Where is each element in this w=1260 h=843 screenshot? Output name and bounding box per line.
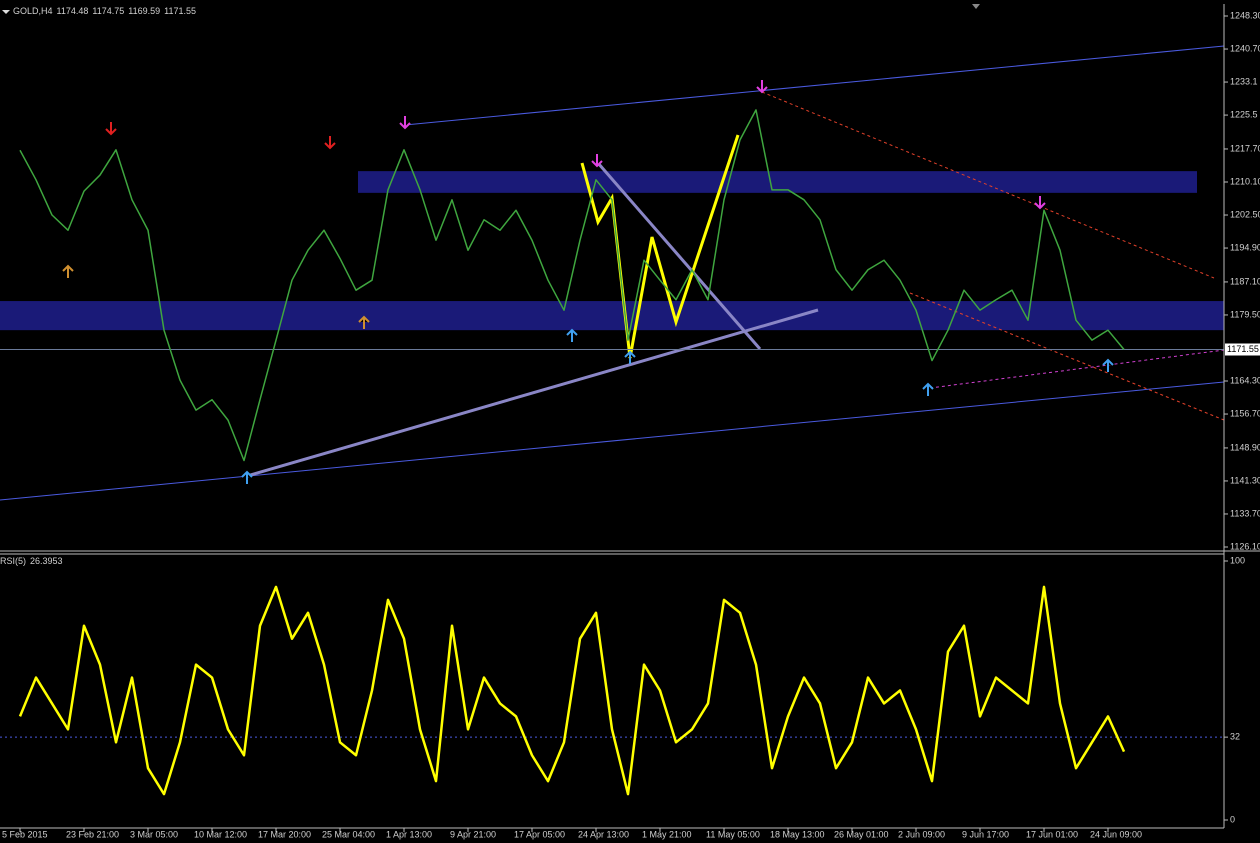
plot [0, 109, 1224, 796]
last-price-box [1225, 343, 1260, 356]
x-tick-label: 3 Mar 05:00 [130, 829, 178, 839]
close: 1171.55 [164, 6, 196, 16]
arrow-down [756, 80, 768, 94]
zone [0, 301, 1224, 331]
open: 1174.48 [57, 6, 89, 16]
indicator-value: 26.3953 [30, 556, 63, 566]
shift-marker [972, 4, 980, 9]
zone [358, 171, 1197, 193]
y-tick-label: 0 [1230, 814, 1235, 824]
y-tick-label: 1187.10 [1230, 276, 1260, 286]
x-tick-label: 17 Apr 05:00 [514, 829, 565, 839]
arrow-up [566, 328, 578, 342]
x-tick-label: 25 Mar 04:00 [322, 829, 375, 839]
indicator-name: RSI(5) [0, 556, 26, 566]
x-tick-label: 24 Jun 09:00 [1090, 829, 1142, 839]
axes: 1248.30 1240.70 1233.1 1225.5 1217.70 1210.10… [2, 10, 1260, 839]
x-tick-label: 9 Apr 21:00 [450, 829, 496, 839]
arrow-up [241, 470, 253, 484]
symbol: GOLD,H4 [13, 6, 53, 16]
y-tick-label: 1164.30 [1230, 375, 1260, 385]
header: GOLD,H4 1174.48 1174.75 1169.59 1171.55 [13, 6, 196, 16]
x-tick-label: 23 Feb 21:00 [66, 829, 119, 839]
fractal-arrows [62, 80, 1114, 484]
x-tick-label: 17 Jun 01:00 [1026, 829, 1078, 839]
low: 1169.59 [128, 6, 160, 16]
price-line [18, 585, 1126, 796]
arrow-down [105, 122, 117, 136]
arrow-up [922, 382, 934, 396]
x-tick-label: 26 May 01:00 [834, 829, 889, 839]
price-line [19, 109, 1125, 462]
x-tick-label: 9 Jun 17:00 [962, 829, 1009, 839]
arrow-up [1102, 358, 1114, 372]
y-tick-label: 1233.1 [1230, 76, 1258, 86]
channel-line [404, 45, 1225, 126]
x-tick-label: 11 May 05:00 [706, 829, 760, 839]
y-tick-label: 1148.90 [1230, 442, 1260, 452]
x-tick-label: 17 Mar 20:00 [258, 829, 311, 839]
last-price-label: 1171.55 [1227, 344, 1259, 354]
x-tick-label: 10 Mar 12:00 [194, 829, 247, 839]
x-tick-label: 18 May 13:00 [770, 829, 825, 839]
y-tick-label: 100 [1230, 555, 1245, 565]
annotations [0, 45, 1225, 501]
y-tick-label: 1141.30 [1230, 475, 1260, 485]
arrow-up [358, 315, 370, 329]
y-tick-label: 1156.70 [1230, 408, 1260, 418]
x-tick-label: 5 Feb 2015 [2, 829, 48, 839]
arrow-up [62, 264, 74, 278]
y-tick-label: 1210.10 [1230, 176, 1260, 186]
channel-line [0, 381, 1225, 501]
y-tick-label: 1225.5 [1230, 109, 1258, 119]
dashed-line [929, 349, 1225, 389]
y-tick-label: 1240.70 [1230, 43, 1260, 53]
arrow-down [591, 154, 603, 168]
y-tick-label: 1179.50 [1230, 309, 1260, 319]
y-tick-label: 1133.70 [1230, 508, 1260, 518]
arrow-down [324, 136, 336, 150]
arrow-up [624, 350, 636, 364]
high: 1174.75 [92, 6, 124, 16]
dashed-line [909, 292, 1225, 421]
indicator-header: RSI(5) 26.3953 [0, 556, 63, 566]
trend-line [596, 162, 762, 350]
trend-line [246, 308, 819, 478]
y-tick-label: 1194.90 [1230, 242, 1260, 252]
y-tick-label: 1248.30 [1230, 10, 1260, 20]
y-tick-label: 1126.10 [1230, 541, 1260, 551]
x-tick-label: 1 May 21:00 [642, 829, 692, 839]
x-tick-label: 2 Jun 09:00 [898, 829, 945, 839]
y-tick-label: 32 [1230, 731, 1240, 741]
arrow-down [1034, 196, 1046, 210]
y-tick-label: 1202.50 [1230, 209, 1260, 219]
x-tick-label: 24 Apr 13:00 [578, 829, 629, 839]
menu-triangle [2, 10, 10, 14]
x-tick-label: 1 Apr 13:00 [386, 829, 432, 839]
y-tick-label: 1217.70 [1230, 143, 1260, 153]
arrow-down [399, 116, 411, 130]
